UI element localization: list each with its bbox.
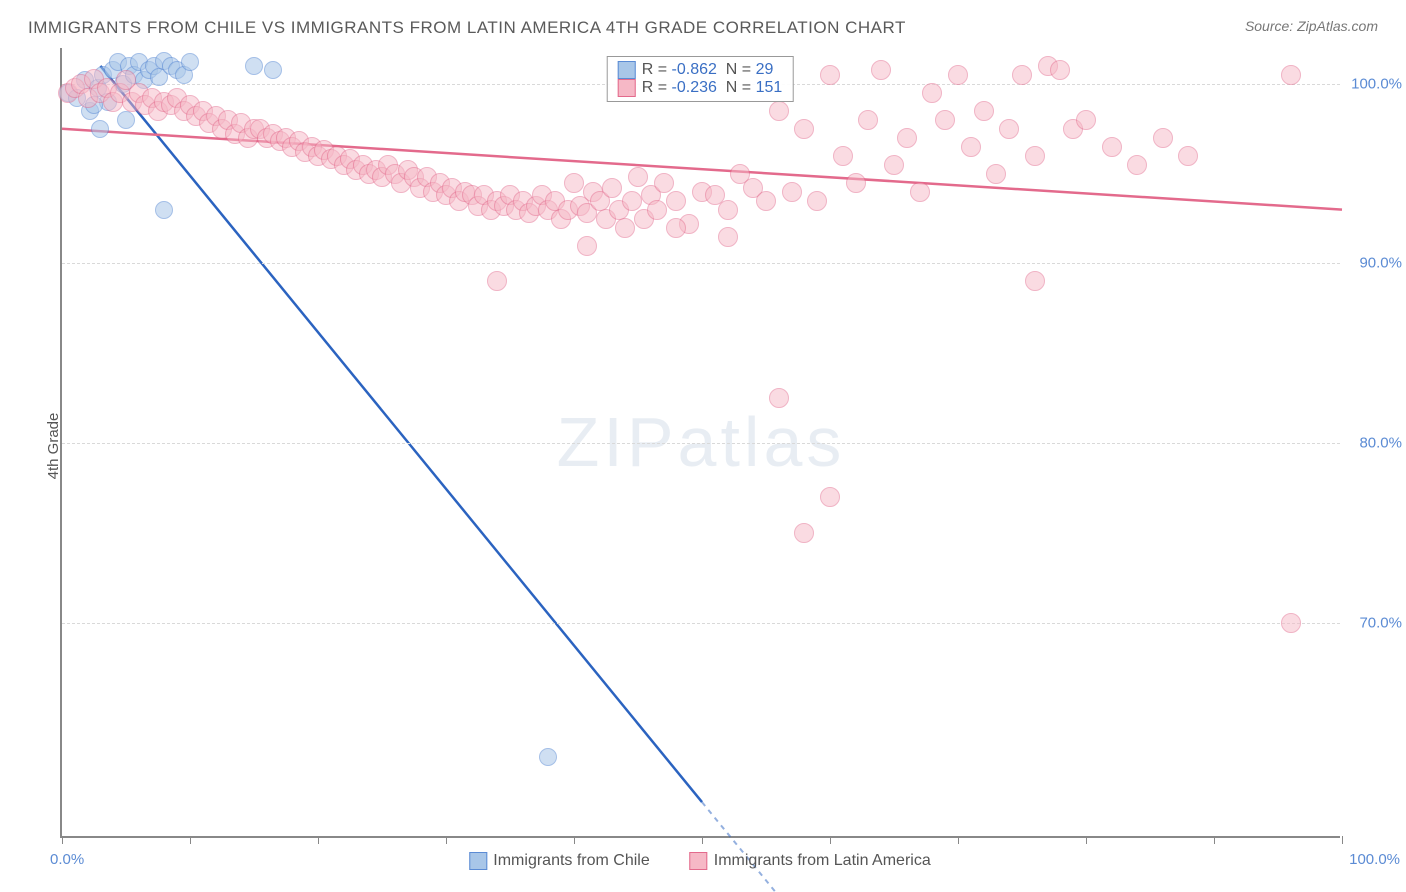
data-point — [622, 191, 642, 211]
correlation-row: R = -0.862 N = 29 — [618, 61, 783, 79]
x-tick — [958, 836, 959, 844]
x-axis-min-label: 0.0% — [50, 851, 84, 868]
x-tick — [1086, 836, 1087, 844]
data-point — [756, 191, 776, 211]
data-point — [820, 65, 840, 85]
data-point — [961, 137, 981, 157]
data-point — [935, 110, 955, 130]
chart-area: ZIPatlas 70.0%80.0%90.0%100.0% R = -0.86… — [60, 48, 1340, 838]
x-tick — [190, 836, 191, 844]
series-legend: Immigrants from Chile Immigrants from Lat… — [469, 852, 930, 870]
chart-title: IMMIGRANTS FROM CHILE VS IMMIGRANTS FROM… — [28, 18, 906, 38]
data-point — [1025, 271, 1045, 291]
source-attribution: Source: ZipAtlas.com — [1245, 18, 1378, 34]
data-point — [1178, 146, 1198, 166]
data-point — [794, 119, 814, 139]
y-tick-label: 70.0% — [1346, 614, 1402, 631]
data-point — [974, 101, 994, 121]
legend-swatch — [469, 852, 487, 870]
data-point — [769, 101, 789, 121]
data-point — [539, 748, 557, 766]
data-point — [666, 218, 686, 238]
legend-swatch — [690, 852, 708, 870]
data-point — [91, 120, 109, 138]
x-tick — [318, 836, 319, 844]
data-point — [1050, 60, 1070, 80]
data-point — [807, 191, 827, 211]
data-point — [846, 173, 866, 193]
x-tick — [574, 836, 575, 844]
data-point — [181, 53, 199, 71]
data-point — [1127, 155, 1147, 175]
legend-item: Immigrants from Chile — [469, 852, 649, 870]
data-point — [245, 57, 263, 75]
data-point — [858, 110, 878, 130]
data-point — [487, 271, 507, 291]
y-tick-label: 80.0% — [1346, 435, 1402, 452]
data-point — [820, 487, 840, 507]
data-point — [155, 201, 173, 219]
data-point — [986, 164, 1006, 184]
data-point — [647, 200, 667, 220]
data-point — [1012, 65, 1032, 85]
x-tick — [830, 836, 831, 844]
data-point — [1281, 65, 1301, 85]
data-point — [117, 111, 135, 129]
data-point — [1281, 613, 1301, 633]
gridline — [62, 443, 1340, 444]
x-tick — [702, 836, 703, 844]
data-point — [922, 83, 942, 103]
data-point — [948, 65, 968, 85]
data-point — [871, 60, 891, 80]
data-point — [910, 182, 930, 202]
x-tick — [62, 836, 63, 844]
r-label: R = -0.236 N = 151 — [642, 79, 783, 97]
y-tick-label: 100.0% — [1346, 75, 1402, 92]
legend-label: Immigrants from Chile — [493, 852, 649, 869]
gridline — [62, 623, 1340, 624]
watermark: ZIPatlas — [557, 402, 846, 482]
data-point — [602, 178, 622, 198]
correlation-row: R = -0.236 N = 151 — [618, 79, 783, 97]
correlation-legend: R = -0.862 N = 29R = -0.236 N = 151 — [607, 56, 794, 102]
data-point — [615, 218, 635, 238]
data-point — [884, 155, 904, 175]
data-point — [654, 173, 674, 193]
data-point — [999, 119, 1019, 139]
data-point — [718, 200, 738, 220]
data-point — [1102, 137, 1122, 157]
data-point — [782, 182, 802, 202]
x-tick — [446, 836, 447, 844]
data-point — [833, 146, 853, 166]
data-point — [577, 236, 597, 256]
x-tick — [1214, 836, 1215, 844]
data-point — [564, 173, 584, 193]
data-point — [1076, 110, 1096, 130]
legend-item: Immigrants from Latin America — [690, 852, 931, 870]
data-point — [1153, 128, 1173, 148]
data-point — [897, 128, 917, 148]
x-tick — [1342, 836, 1343, 844]
r-label: R = -0.862 N = 29 — [642, 61, 774, 79]
gridline — [62, 263, 1340, 264]
x-axis-max-label: 100.0% — [1349, 851, 1400, 868]
data-point — [1025, 146, 1045, 166]
plot-region: ZIPatlas 70.0%80.0%90.0%100.0% — [60, 48, 1340, 838]
data-point — [718, 227, 738, 247]
data-point — [264, 61, 282, 79]
y-tick-label: 90.0% — [1346, 255, 1402, 272]
legend-swatch — [618, 79, 636, 97]
data-point — [794, 523, 814, 543]
legend-swatch — [618, 61, 636, 79]
data-point — [628, 167, 648, 187]
data-point — [666, 191, 686, 211]
legend-label: Immigrants from Latin America — [714, 852, 931, 869]
data-point — [769, 388, 789, 408]
